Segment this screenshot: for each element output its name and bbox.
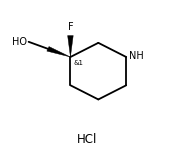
- Text: NH: NH: [129, 51, 144, 61]
- Polygon shape: [47, 47, 70, 57]
- Polygon shape: [68, 36, 73, 57]
- Text: HO: HO: [12, 37, 27, 47]
- Text: &1: &1: [73, 60, 83, 66]
- Text: HCl: HCl: [77, 133, 97, 146]
- Text: F: F: [68, 22, 73, 32]
